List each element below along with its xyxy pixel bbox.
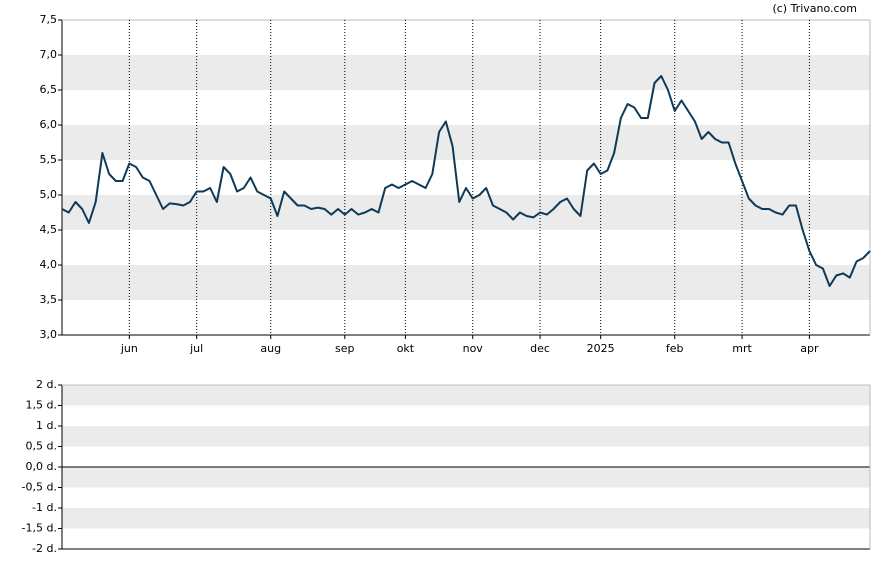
grid-band <box>62 467 870 488</box>
x-tick-label: mrt <box>732 342 752 355</box>
grid-band <box>62 508 870 529</box>
y-tick-label: -1 d. <box>32 501 57 514</box>
y-tick-label: 6,0 <box>40 118 58 131</box>
y-tick-label: 5,5 <box>40 153 58 166</box>
price-line <box>61 75 871 287</box>
grid-band <box>62 426 870 447</box>
grid-band <box>62 55 870 90</box>
y-tick-label: 2 d. <box>36 378 57 391</box>
y-tick-label: -2 d. <box>32 542 57 555</box>
grid-band <box>62 385 870 406</box>
grid-band <box>62 125 870 160</box>
y-tick-label: 0,0 d. <box>26 460 57 473</box>
y-tick-label: 1 d. <box>36 419 57 432</box>
y-tick-label: 0,5 d. <box>26 440 57 453</box>
x-tick-label: nov <box>463 342 484 355</box>
x-tick-label: aug <box>260 342 281 355</box>
x-tick-label: sep <box>335 342 354 355</box>
x-tick-label: feb <box>666 342 684 355</box>
grid-band <box>62 195 870 230</box>
y-tick-label: 5,0 <box>40 188 58 201</box>
x-tick-label: jul <box>189 342 203 355</box>
source: (c) Trivano.com <box>772 2 857 15</box>
y-tick-label: -0,5 d. <box>22 481 57 494</box>
y-tick-label: 3,5 <box>40 293 58 306</box>
y-tick-label: 7,5 <box>40 13 58 26</box>
x-tick-label: 2025 <box>587 342 615 355</box>
x-tick-label: jun <box>120 342 138 355</box>
y-tick-label: 3,0 <box>40 328 58 341</box>
y-tick-label: 1,5 d. <box>26 399 57 412</box>
grid-band <box>62 265 870 300</box>
y-tick-label: 4,5 <box>40 223 58 236</box>
x-tick-label: apr <box>800 342 819 355</box>
y-tick-label: 6,5 <box>40 83 58 96</box>
y-tick-label: 7,0 <box>40 48 58 61</box>
y-tick-label: -1,5 d. <box>22 522 57 535</box>
y-tick-label: 4,0 <box>40 258 58 271</box>
x-tick-label: dec <box>530 342 550 355</box>
x-tick-label: okt <box>397 342 415 355</box>
